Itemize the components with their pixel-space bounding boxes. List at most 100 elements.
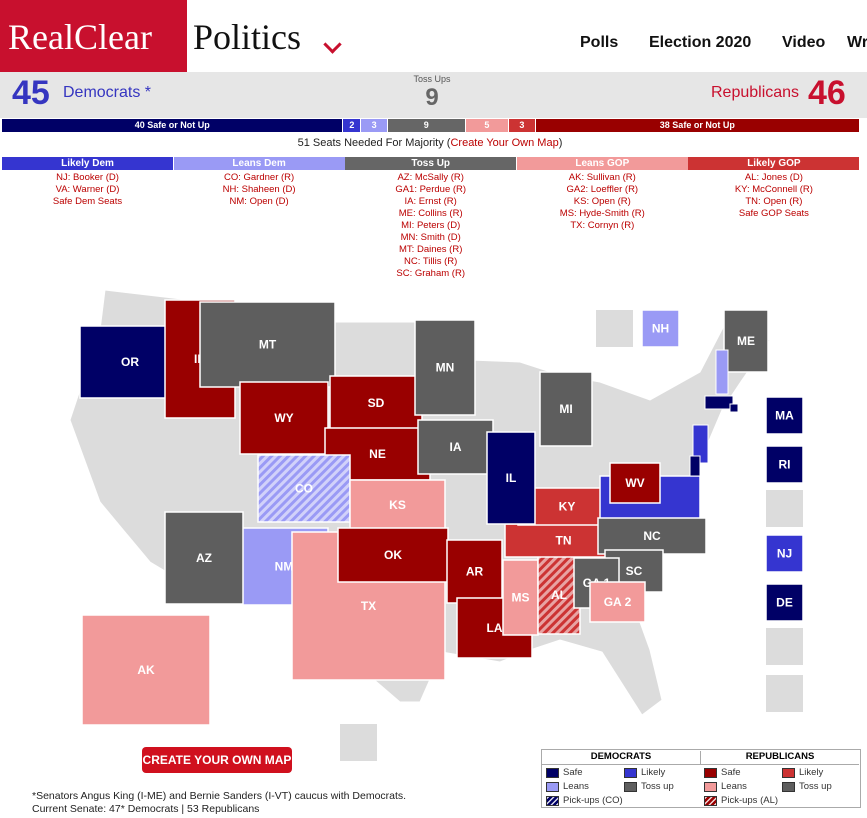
state-shape[interactable] xyxy=(164,511,244,605)
logo[interactable]: RealClear xyxy=(0,0,187,72)
legend-item: Safe xyxy=(704,767,741,778)
footnote-line: *Senators Angus King (I-ME) and Bernie S… xyxy=(32,790,407,802)
state-shape[interactable] xyxy=(239,381,329,455)
state-label: TN xyxy=(556,534,572,548)
race-item: Safe Dem Seats xyxy=(52,196,123,207)
seat-segment: 3 xyxy=(361,119,388,132)
state-shape[interactable] xyxy=(414,319,476,416)
state-shape[interactable] xyxy=(641,309,680,348)
create-map-button[interactable]: CREATE YOUR OWN MAP xyxy=(142,747,292,773)
state-shape xyxy=(704,395,734,410)
legend-label: Safe xyxy=(721,767,741,778)
majority-text: ) xyxy=(558,137,563,149)
footnote: *Senators Angus King (I-ME) and Bernie S… xyxy=(32,790,406,816)
state-label: SD xyxy=(368,396,385,410)
state-label: MN xyxy=(436,361,455,375)
pickup-hatch xyxy=(538,556,580,634)
create-map-link[interactable]: Create Your Own Map xyxy=(450,137,559,149)
logo-text[interactable]: Politics xyxy=(193,17,302,57)
race-item: TN: Open (R) xyxy=(745,196,803,207)
seat-segment: 5 xyxy=(465,119,510,132)
state-shape[interactable] xyxy=(597,517,707,555)
nav-item[interactable]: Wr xyxy=(847,34,867,51)
legend-swatch xyxy=(704,781,717,792)
rep-count: 46 xyxy=(808,74,846,112)
legend-swatch xyxy=(546,767,559,778)
state-shape[interactable] xyxy=(589,581,646,623)
nav-item[interactable]: Election 2020 xyxy=(649,34,752,51)
logo-text[interactable]: RealClear xyxy=(8,17,152,57)
state-label: KS xyxy=(389,498,406,512)
state-label: RI xyxy=(779,458,791,472)
state-shape[interactable] xyxy=(765,396,804,435)
state-box xyxy=(766,628,803,665)
majority-text: 51 Seats Needed For Majority ( xyxy=(297,137,451,149)
legend-item: Leans xyxy=(546,781,589,792)
state-label: AK xyxy=(137,663,155,677)
state-shape[interactable] xyxy=(539,371,593,447)
state-shape[interactable] xyxy=(349,479,446,531)
majority-line: 51 Seats Needed For Majority (Create You… xyxy=(0,137,860,149)
seat-segment: 2 xyxy=(343,119,362,132)
state-shape[interactable] xyxy=(765,583,804,622)
state-label: CO xyxy=(295,482,313,496)
race-item: AZ: McSally (R) xyxy=(397,172,464,183)
seat-segment: 3 xyxy=(509,119,536,132)
race-item: ME: Collins (R) xyxy=(398,208,463,219)
state-label: AZ xyxy=(196,551,212,565)
state-label: IL xyxy=(506,471,517,485)
rating-column: Leans Dem CO: Gardner (R) NH: Shaheen (D) N… xyxy=(173,157,345,208)
race-item: SC: Graham (R) xyxy=(396,268,465,279)
race-item: NJ: Booker (D) xyxy=(56,172,119,183)
state-shape[interactable] xyxy=(609,462,661,504)
state-shape xyxy=(689,455,701,477)
race-item: VA: Warner (D) xyxy=(55,184,120,195)
seat-bar: 40 Safe or Not Up 2 3 9 5 3 38 Safe or Not Up xyxy=(2,119,860,132)
legend-label: Likely xyxy=(641,767,666,778)
nav-item[interactable]: Video xyxy=(782,34,826,51)
legend-swatch xyxy=(704,795,717,806)
toss-count: 9 xyxy=(425,84,439,111)
race-item: TX: Cornyn (R) xyxy=(570,220,635,231)
state-shape[interactable] xyxy=(765,445,804,484)
nav-item[interactable]: Polls xyxy=(580,34,619,51)
state-shape[interactable] xyxy=(486,431,536,525)
state-label: AL xyxy=(551,588,567,602)
state-shape[interactable] xyxy=(502,559,539,636)
dem-label: Democrats * xyxy=(63,84,152,101)
state-label: SC xyxy=(626,564,643,578)
race-item: NM: Open (D) xyxy=(229,196,289,207)
legend-swatch xyxy=(782,767,795,778)
legend-label: Pick-ups (AL) xyxy=(721,795,779,806)
state-label: MT xyxy=(259,338,277,352)
toss-label: Toss Ups xyxy=(413,74,451,84)
state-shape[interactable] xyxy=(79,325,181,399)
race-item: MS: Hyde-Smith (R) xyxy=(559,208,645,219)
column-header: Leans Dem xyxy=(173,157,345,170)
state-box xyxy=(766,675,803,712)
state-shape[interactable] xyxy=(81,614,211,726)
race-item: MT: Daines (R) xyxy=(399,244,463,255)
legend-label: Leans xyxy=(563,781,589,792)
legend-item: Pick-ups (CO) xyxy=(546,795,623,806)
state-shape[interactable] xyxy=(337,527,449,583)
legend-item: Likely xyxy=(782,767,823,778)
state-label: LA xyxy=(487,621,503,635)
state-shape[interactable] xyxy=(417,419,494,475)
state-label: OR xyxy=(121,355,139,369)
state-box xyxy=(766,490,803,527)
legend-swatch xyxy=(546,781,559,792)
state-label: TX xyxy=(361,599,376,613)
rating-column: Toss Up AZ: McSally (R) GA1: Perdue (R) IA:… xyxy=(345,157,517,280)
legend-label: Toss up xyxy=(799,781,832,792)
race-item: AK: Sullivan (R) xyxy=(568,172,636,183)
legend-item: Toss up xyxy=(624,781,674,792)
state-shape[interactable] xyxy=(723,309,769,373)
state-shape[interactable] xyxy=(765,534,804,573)
state-shape xyxy=(729,403,739,413)
state-shape[interactable] xyxy=(446,539,503,604)
state-label: NJ xyxy=(777,547,792,561)
state-label: WV xyxy=(625,476,644,490)
legend-item: Safe xyxy=(546,767,583,778)
